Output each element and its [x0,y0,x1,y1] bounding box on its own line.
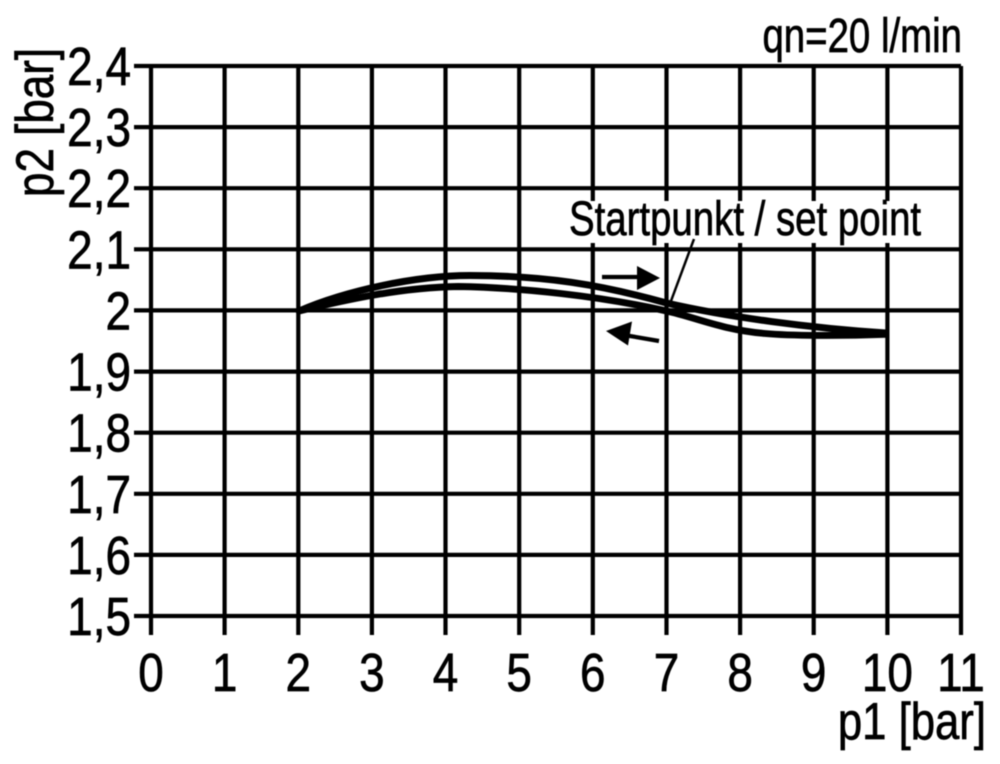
svg-text:2: 2 [286,643,312,703]
svg-text:2,4: 2,4 [67,37,131,97]
svg-text:10: 10 [862,643,913,703]
svg-text:2,2: 2,2 [67,159,131,219]
svg-text:3: 3 [359,643,385,703]
svg-text:2: 2 [105,281,131,341]
svg-text:1,6: 1,6 [67,525,131,585]
svg-text:1: 1 [212,643,238,703]
svg-text:p2 [bar]: p2 [bar] [6,48,65,197]
svg-text:Startpunkt / set point: Startpunkt / set point [569,193,921,246]
svg-text:7: 7 [654,643,680,703]
svg-text:1,9: 1,9 [67,342,131,402]
svg-text:qn=20 l/min: qn=20 l/min [762,10,962,63]
svg-text:5: 5 [506,643,532,703]
svg-text:2,1: 2,1 [67,220,131,280]
svg-text:1,8: 1,8 [67,403,131,463]
svg-text:6: 6 [580,643,606,703]
svg-text:1,7: 1,7 [67,464,131,524]
svg-text:4: 4 [433,643,459,703]
svg-text:p1 [bar]: p1 [bar] [838,694,986,751]
svg-text:0: 0 [138,643,164,703]
svg-text:2,3: 2,3 [67,98,131,158]
svg-text:1,5: 1,5 [67,587,131,647]
svg-text:8: 8 [727,643,753,703]
svg-text:9: 9 [801,643,827,703]
svg-text:11: 11 [937,643,985,703]
